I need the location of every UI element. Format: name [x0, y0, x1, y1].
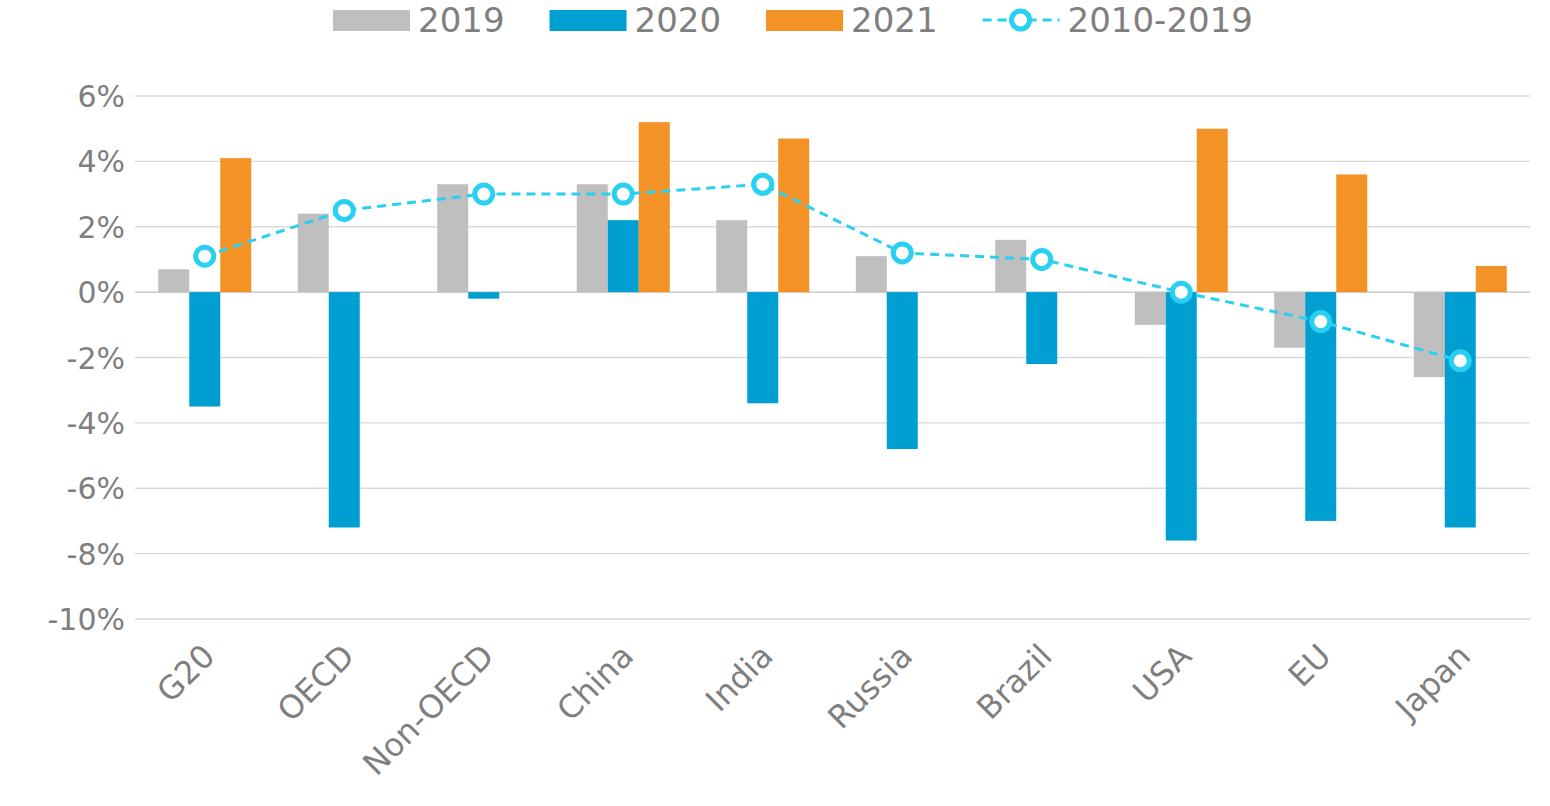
bar: [1336, 174, 1367, 292]
line-marker: [893, 244, 911, 262]
bar: [329, 292, 360, 527]
line-marker: [614, 185, 632, 203]
bar: [1166, 292, 1197, 540]
bar: [887, 292, 918, 449]
y-tick-label: -6%: [67, 471, 125, 506]
legend-swatch: [766, 10, 843, 31]
bar: [1445, 292, 1476, 527]
legend-entry: 2019: [333, 0, 505, 40]
bar: [778, 138, 809, 292]
bar: [468, 292, 499, 299]
line-marker: [196, 247, 214, 265]
bar: [716, 220, 747, 292]
bar: [577, 184, 608, 292]
grid-line: [135, 553, 1530, 554]
bar: [1197, 129, 1228, 292]
x-tick-label: China: [549, 637, 641, 729]
y-tick-label: -4%: [67, 406, 125, 441]
x-tick-label: India: [698, 637, 780, 719]
legend-label: 2019: [418, 0, 505, 40]
bar: [608, 220, 639, 292]
legend-entry: 2010-2019: [983, 0, 1253, 40]
line-marker: [335, 201, 353, 219]
bar: [189, 292, 220, 406]
x-tick-label: G20: [149, 637, 222, 710]
grid-line: [135, 161, 1530, 162]
x-tick-label: OECD: [270, 637, 362, 729]
x-tick-label: Japan: [1387, 637, 1478, 728]
legend-label: 2020: [635, 0, 722, 40]
legend-swatch: [333, 10, 410, 31]
legend-label: 2010-2019: [1068, 0, 1253, 40]
x-tick-label: Non-OECD: [355, 637, 501, 783]
y-tick-label: 0%: [77, 275, 125, 310]
grid-line: [135, 618, 1530, 619]
legend-entry: 2020: [550, 0, 722, 40]
line-marker: [754, 175, 772, 193]
bar: [298, 214, 329, 292]
y-tick-label: 2%: [77, 210, 125, 245]
line-marker: [1451, 352, 1469, 370]
line-marker: [1312, 313, 1330, 331]
y-tick-label: -8%: [67, 537, 125, 572]
bar: [1305, 292, 1336, 521]
bar: [747, 292, 778, 403]
bar: [856, 256, 887, 292]
line-marker: [1033, 250, 1051, 268]
x-tick-label: Russia: [820, 637, 920, 737]
y-tick-label: -2%: [67, 341, 125, 376]
y-tick-label: -10%: [47, 602, 125, 637]
bar: [1026, 292, 1057, 364]
y-tick-label: 6%: [77, 79, 125, 114]
line: [205, 184, 1461, 361]
bar: [1135, 292, 1166, 325]
line-marker: [475, 185, 493, 203]
plot-area: [158, 122, 1507, 540]
line-marker: [1172, 283, 1190, 301]
x-tick-label: EU: [1281, 637, 1339, 695]
bar: [158, 269, 189, 292]
y-tick-label: 4%: [77, 144, 125, 179]
legend-label: 2021: [851, 0, 938, 40]
bar: [639, 122, 670, 292]
x-tick-label: USA: [1125, 637, 1199, 711]
legend-swatch: [1012, 11, 1030, 29]
chart: 6% 4% 2% 0% -2% -4% -6% -8% -10% G20 OECDNon-OECD C…: [0, 0, 1550, 806]
legend-swatch: [550, 10, 627, 31]
bar: [1476, 266, 1507, 292]
grid-line: [135, 226, 1530, 227]
bar: [1274, 292, 1305, 348]
grid-line: [135, 95, 1530, 96]
x-tick-label: Brazil: [969, 637, 1059, 727]
bar: [1414, 292, 1445, 377]
bar: [220, 158, 251, 292]
legend-entry: 2021: [766, 0, 938, 40]
bar: [995, 240, 1026, 292]
